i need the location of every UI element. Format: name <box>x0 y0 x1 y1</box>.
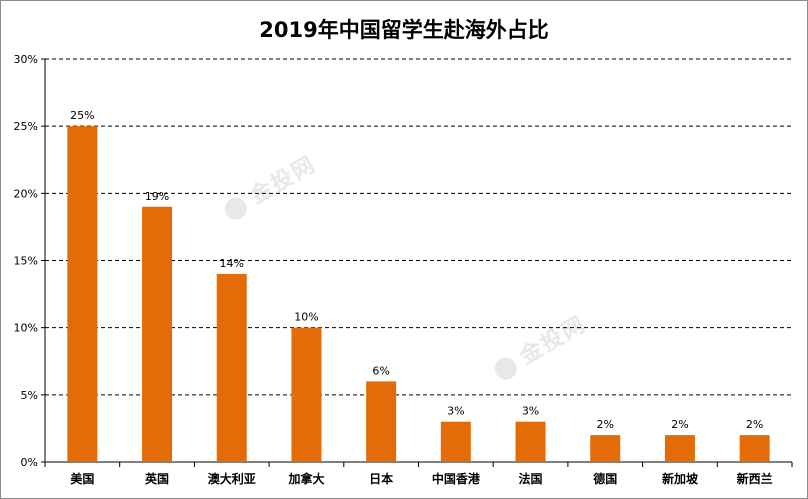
data-label: 3% <box>447 405 464 418</box>
x-tick-label: 新西兰 <box>737 471 773 486</box>
data-label: 19% <box>145 190 169 203</box>
x-tick-label: 新加坡 <box>662 471 699 486</box>
bar <box>142 206 173 462</box>
x-tick-label: 澳大利亚 <box>208 471 256 486</box>
data-label: 6% <box>372 364 389 377</box>
x-tick-label: 法国 <box>519 471 543 486</box>
bar <box>664 435 695 462</box>
y-tick-label: 20% <box>14 187 38 200</box>
bar <box>590 435 621 462</box>
bar <box>515 421 546 462</box>
x-tick-label: 英国 <box>145 471 169 486</box>
y-tick-label: 30% <box>14 53 38 66</box>
bar <box>440 421 471 462</box>
bar <box>216 273 247 462</box>
y-tick-label: 15% <box>14 255 38 268</box>
y-tick-label: 25% <box>14 120 38 133</box>
data-label: 2% <box>746 418 763 431</box>
bar <box>67 126 98 463</box>
data-label: 2% <box>671 418 688 431</box>
data-label: 25% <box>70 109 94 122</box>
x-tick-label: 美国 <box>70 471 94 486</box>
data-label: 2% <box>597 418 614 431</box>
x-tick-label: 加拿大 <box>287 471 324 486</box>
data-label: 14% <box>220 257 244 270</box>
x-tick-label: 日本 <box>369 471 393 486</box>
x-tick-label: 中国香港 <box>432 471 481 486</box>
bar <box>366 381 397 462</box>
chart-title: 2019年中国留学生赴海外占比 <box>259 18 549 42</box>
y-tick-label: 10% <box>14 322 38 335</box>
data-label: 3% <box>522 405 539 418</box>
y-tick-label: 0% <box>21 456 38 469</box>
bar <box>739 435 770 462</box>
bar <box>291 327 322 462</box>
y-tick-label: 5% <box>21 389 38 402</box>
x-tick-label: 德国 <box>593 471 617 486</box>
data-label: 10% <box>294 311 318 324</box>
